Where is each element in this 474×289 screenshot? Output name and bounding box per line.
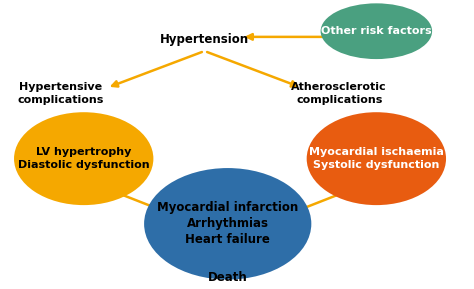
Text: Myocardial ischaemia
Systolic dysfunction: Myocardial ischaemia Systolic dysfunctio…: [309, 147, 444, 170]
Text: Myocardial infarction
Arrhythmias
Heart failure: Myocardial infarction Arrhythmias Heart …: [157, 201, 298, 246]
Text: Atherosclerotic
complications: Atherosclerotic complications: [292, 82, 387, 105]
Text: Other risk factors: Other risk factors: [321, 26, 432, 36]
Ellipse shape: [144, 168, 311, 279]
Text: Hypertensive
complications: Hypertensive complications: [17, 82, 104, 105]
Text: Death: Death: [208, 271, 247, 284]
Text: LV hypertrophy
Diastolic dysfunction: LV hypertrophy Diastolic dysfunction: [18, 147, 149, 170]
Ellipse shape: [320, 3, 432, 59]
Text: Hypertension: Hypertension: [160, 33, 249, 46]
Ellipse shape: [307, 112, 446, 205]
Ellipse shape: [14, 112, 154, 205]
